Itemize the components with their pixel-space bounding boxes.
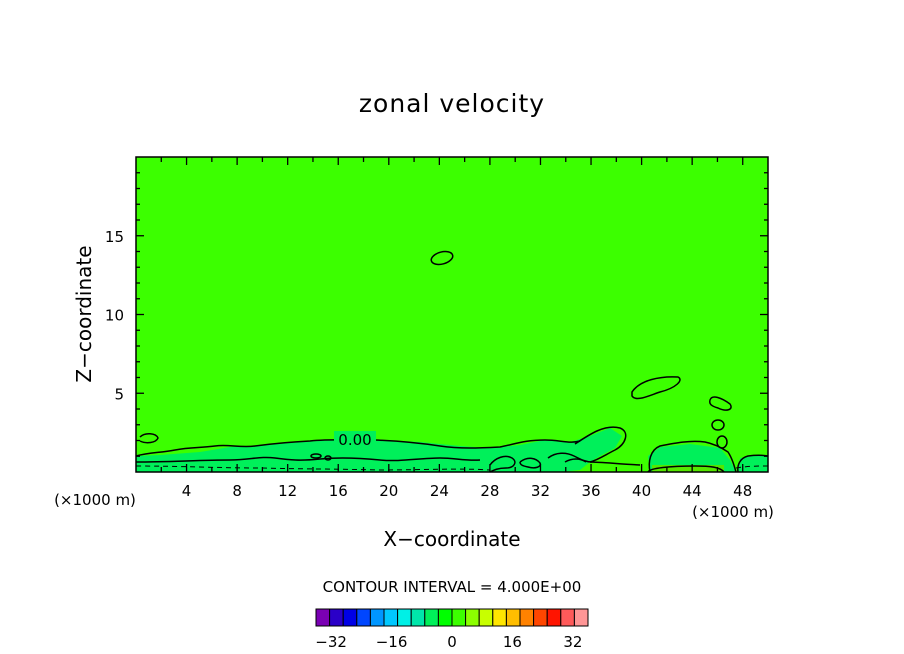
contour-bottom-rim [647, 465, 725, 473]
x-tick-label: 16 [329, 482, 348, 500]
colorbar-swatch [505, 608, 521, 627]
y-axis-ticks: 5 10 15 [105, 172, 768, 457]
contour-negative-dashed [135, 465, 769, 471]
contour-right-blob-3 [711, 419, 725, 431]
contour-upper-blob [430, 250, 454, 266]
colorbar-swatch [533, 608, 548, 627]
contour-far-right-a [648, 440, 737, 473]
x-tick-label: 8 [232, 482, 242, 500]
contour-small-1 [310, 453, 322, 459]
x-tick-label: 24 [430, 482, 449, 500]
colorbar-swatch [492, 608, 507, 627]
contour-wiggle-a [489, 455, 516, 473]
colorbar-swatch [451, 608, 467, 627]
colorbar [315, 608, 589, 627]
colorbar-swatch [478, 608, 494, 627]
near-surface-band-far-right [738, 455, 768, 472]
colorbar-swatch [397, 608, 412, 627]
colorbar-swatch [369, 608, 385, 627]
chart-title: zonal velocity [359, 89, 545, 118]
colorbar-swatch [519, 608, 535, 627]
colorbar-swatch [560, 608, 575, 627]
contour-wiggle-b [519, 457, 542, 469]
contour-zero-mid [135, 456, 481, 463]
colorbar-tick-label: −32 [315, 633, 347, 651]
y-tick-label: 15 [105, 228, 124, 246]
contour-small-2 [324, 455, 332, 461]
contour-left-blob [139, 433, 159, 444]
x-tick-label: 4 [182, 482, 192, 500]
x-tick-label: 36 [581, 482, 600, 500]
colorbar-swatch [465, 608, 480, 627]
x-axis-label: X−coordinate [383, 527, 520, 551]
colorbar-swatch [437, 608, 453, 627]
colorbar-swatch [356, 608, 371, 627]
x-tick-label: 12 [278, 482, 297, 500]
contour-label-bg [334, 431, 376, 447]
contour-right-blob-2 [709, 396, 732, 411]
x-tick-label: 40 [632, 482, 651, 500]
x-unit-left: (×1000 m) [54, 491, 136, 509]
colorbar-tick-label: −16 [376, 633, 408, 651]
colorbar-swatch [410, 608, 426, 627]
near-surface-band [136, 428, 622, 472]
colorbar-labels: −32 −16 0 16 32 [315, 633, 582, 651]
x-axis-ticks: 4 8 12 16 20 24 28 32 36 40 44 48 [160, 157, 752, 500]
colorbar-tick-label: 0 [447, 633, 457, 651]
y-tick-label: 10 [105, 307, 124, 325]
colorbar-swatch [383, 608, 399, 627]
y-tick-label: 5 [114, 385, 124, 403]
x-tick-label: 44 [683, 482, 702, 500]
contour-far-right-b [737, 454, 769, 473]
contour-zero-right [574, 426, 627, 463]
x-unit-right: (×1000 m) [692, 503, 774, 521]
y-axis-label: Z−coordinate [72, 245, 96, 382]
contour-wiggle-d [564, 458, 587, 463]
x-tick-label: 48 [733, 482, 752, 500]
bottom-strip [652, 465, 724, 472]
x-tick-label: 28 [480, 482, 499, 500]
contour-wiggle-c [547, 452, 593, 463]
colorbar-tick-label: 16 [503, 633, 522, 651]
contour-interval-text: CONTOUR INTERVAL = 4.000E+00 [323, 578, 582, 596]
x-tick-label: 32 [531, 482, 550, 500]
colorbar-swatch [329, 608, 344, 627]
plot-area [136, 157, 768, 472]
colorbar-swatch [315, 608, 331, 627]
colorbar-swatch [424, 608, 439, 627]
colorbar-swatch [546, 608, 562, 627]
contour-right-blob-1 [631, 376, 681, 400]
x-tick-label: 20 [379, 482, 398, 500]
contour-zero-tail [589, 461, 641, 466]
colorbar-tick-label: 32 [563, 633, 582, 651]
colorbar-swatch [342, 608, 358, 627]
contour-right-blob-4 [716, 435, 728, 449]
contour-label: 0.00 [338, 431, 371, 449]
colorbar-swatch [573, 608, 589, 627]
